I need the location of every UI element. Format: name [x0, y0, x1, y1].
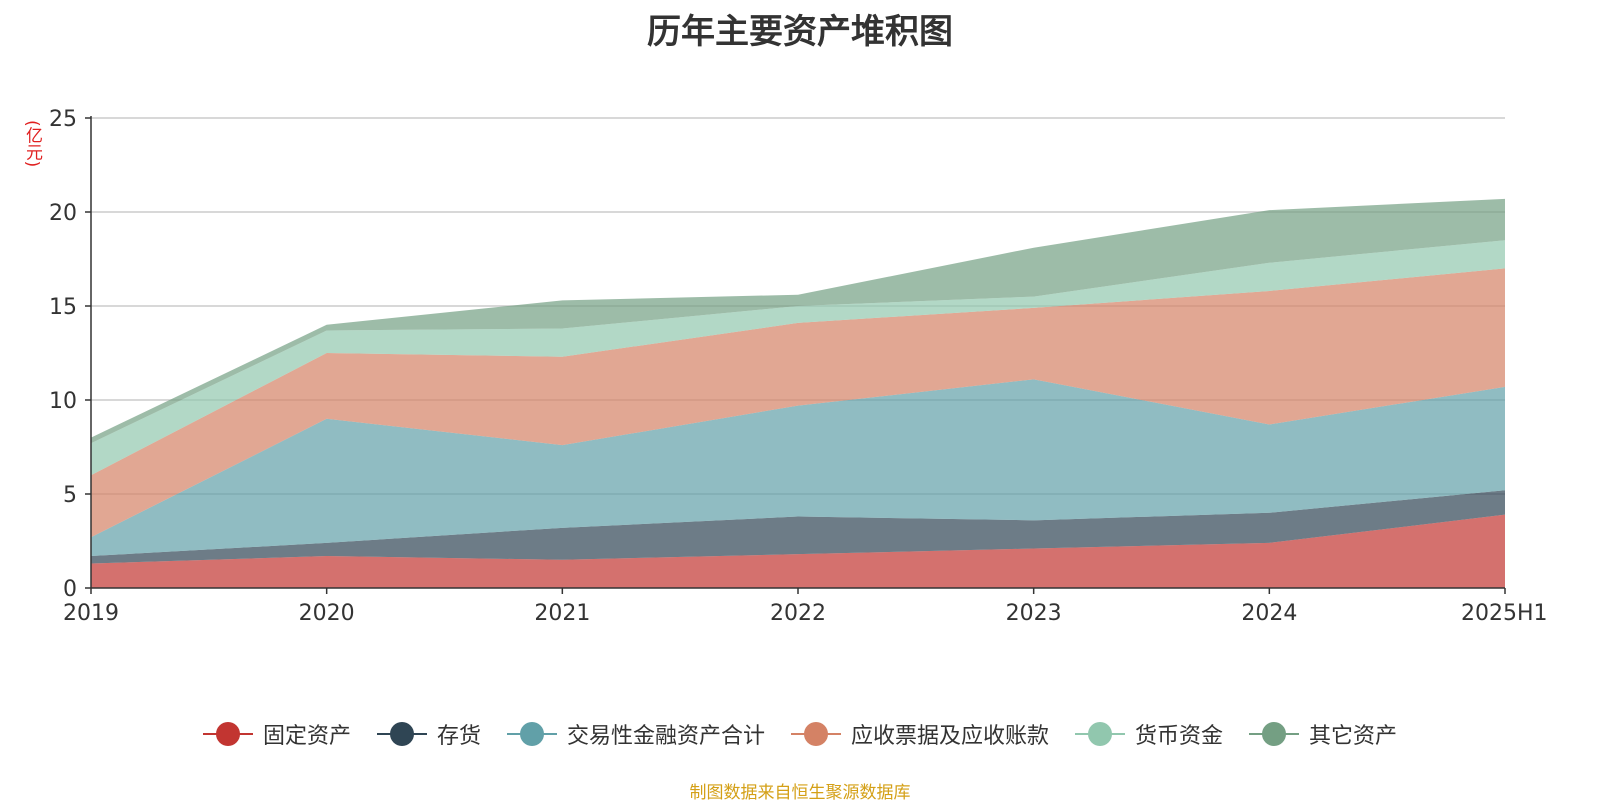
x-tick-label: 2025H1: [1461, 601, 1548, 626]
legend-marker-icon: [376, 721, 427, 747]
area-series-4: [91, 268, 1505, 538]
legend-dot-icon: [215, 722, 240, 746]
x-tick-label: 2021: [534, 601, 590, 626]
area-series-3: [91, 379, 1505, 557]
legend-label: 交易性金融资产合计: [566, 724, 765, 749]
x-tick-label: 2019: [63, 601, 119, 626]
legend-item[interactable]: 固定资产: [202, 718, 351, 750]
y-tick-label: 0: [63, 577, 77, 602]
legend-item[interactable]: 其它资产: [1249, 718, 1397, 750]
legend-dot-icon: [389, 722, 414, 746]
legend-dot-icon: [1088, 722, 1113, 746]
legend-label: 其它资产: [1309, 724, 1398, 749]
legend-marker-icon: [1249, 721, 1300, 747]
legend-item[interactable]: 存货: [376, 718, 481, 750]
legend-marker-icon: [1075, 721, 1126, 747]
area-series-5: [91, 240, 1505, 476]
axes: 0 5 10 15 20 25 2019 2020 2021 2022 2023 2024 2025H1: [49, 107, 1548, 626]
legend: 固定资产 存货 交易性金融资产合计 应收票据及应收账款 货币资金 其它资产: [0, 718, 1600, 750]
y-tick-label: 10: [49, 389, 77, 414]
y-tick-label: 25: [49, 107, 77, 132]
x-tick-label: 2024: [1241, 601, 1297, 626]
area-series-2: [91, 490, 1505, 564]
area-series: [91, 198, 1505, 588]
legend-dot-icon: [804, 722, 828, 746]
legend-label: 应收票据及应收账款: [851, 724, 1050, 749]
x-tick-label: 2023: [1006, 601, 1062, 626]
legend-label: 存货: [436, 724, 481, 749]
legend-item[interactable]: 应收票据及应收账款: [791, 718, 1049, 750]
legend-label: 货币资金: [1135, 724, 1224, 749]
legend-dot-icon: [1262, 722, 1287, 746]
y-axis-unit-label: (亿元): [22, 120, 42, 168]
x-tick-label: 2020: [299, 601, 355, 626]
x-tick-label: 2022: [770, 601, 826, 626]
y-tick-label: 5: [63, 483, 77, 508]
chart-title: 历年主要资产堆积图: [647, 12, 953, 52]
stacked-area-chart: 0 5 10 15 20 25 2019 2020 2021 2022 2023 2024 2025H1: [49, 107, 1548, 626]
area-series-1: [91, 514, 1505, 588]
legend-dot-icon: [519, 722, 544, 746]
legend-label: 固定资产: [262, 724, 351, 749]
legend-marker-icon: [202, 721, 253, 747]
area-series-6: [91, 198, 1505, 444]
legend-marker-icon: [791, 721, 841, 747]
legend-item[interactable]: 交易性金融资产合计: [506, 718, 765, 750]
source-note: 制图数据来自恒生聚源数据库: [689, 783, 911, 803]
legend-item[interactable]: 货币资金: [1075, 718, 1223, 750]
y-tick-label: 15: [49, 295, 77, 320]
y-tick-label: 20: [49, 201, 77, 226]
legend-marker-icon: [506, 721, 557, 747]
